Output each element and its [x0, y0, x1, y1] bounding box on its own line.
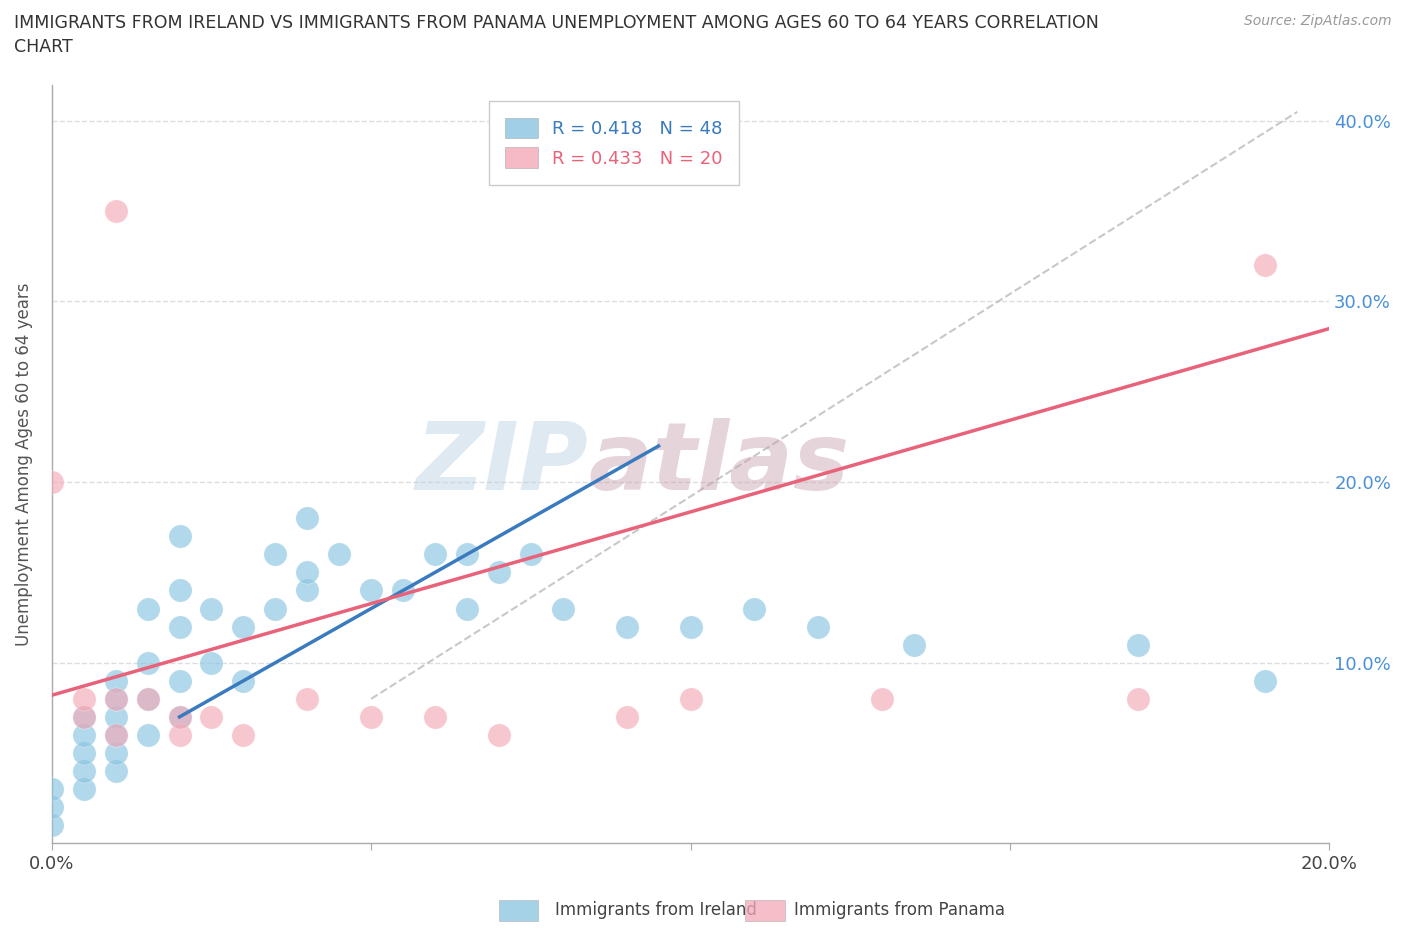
Point	[136, 601, 159, 616]
Point	[104, 746, 127, 761]
Point	[679, 691, 702, 706]
Legend: R = 0.418   N = 48, R = 0.433   N = 20: R = 0.418 N = 48, R = 0.433 N = 20	[489, 101, 738, 184]
Point	[41, 817, 63, 832]
Point	[169, 673, 191, 688]
Point	[169, 727, 191, 742]
Point	[1254, 258, 1277, 272]
Point	[264, 547, 287, 562]
Point	[104, 727, 127, 742]
Point	[232, 727, 254, 742]
Point	[232, 619, 254, 634]
Text: Immigrants from Panama: Immigrants from Panama	[794, 900, 1005, 919]
Point	[41, 800, 63, 815]
Point	[297, 691, 319, 706]
Point	[744, 601, 766, 616]
Point	[200, 710, 222, 724]
Point	[1254, 673, 1277, 688]
Point	[807, 619, 830, 634]
Point	[232, 673, 254, 688]
Point	[41, 474, 63, 489]
Point	[104, 727, 127, 742]
Point	[73, 727, 96, 742]
Point	[456, 547, 478, 562]
Point	[104, 710, 127, 724]
Point	[297, 583, 319, 598]
Point	[136, 727, 159, 742]
Point	[136, 656, 159, 671]
Point	[264, 601, 287, 616]
Point	[679, 619, 702, 634]
Text: atlas: atlas	[588, 418, 849, 510]
Point	[903, 637, 925, 652]
Point	[73, 746, 96, 761]
Point	[456, 601, 478, 616]
Point	[870, 691, 893, 706]
Point	[520, 547, 543, 562]
Point	[360, 710, 382, 724]
Point	[200, 601, 222, 616]
Text: ZIP: ZIP	[415, 418, 588, 510]
Point	[297, 565, 319, 580]
Point	[104, 204, 127, 219]
Text: Source: ZipAtlas.com: Source: ZipAtlas.com	[1244, 14, 1392, 28]
Point	[488, 727, 510, 742]
Point	[616, 619, 638, 634]
Point	[297, 511, 319, 525]
Point	[73, 764, 96, 778]
Point	[104, 673, 127, 688]
Point	[488, 565, 510, 580]
Point	[169, 710, 191, 724]
Point	[169, 583, 191, 598]
Point	[136, 691, 159, 706]
Point	[73, 782, 96, 797]
Point	[169, 619, 191, 634]
Point	[200, 656, 222, 671]
Point	[73, 710, 96, 724]
Point	[1126, 637, 1149, 652]
Point	[169, 529, 191, 544]
Point	[423, 547, 446, 562]
Point	[104, 691, 127, 706]
Point	[73, 710, 96, 724]
Point	[104, 764, 127, 778]
Point	[616, 710, 638, 724]
Point	[104, 691, 127, 706]
Point	[41, 782, 63, 797]
Point	[1126, 691, 1149, 706]
Point	[169, 710, 191, 724]
Text: IMMIGRANTS FROM IRELAND VS IMMIGRANTS FROM PANAMA UNEMPLOYMENT AMONG AGES 60 TO : IMMIGRANTS FROM IRELAND VS IMMIGRANTS FR…	[14, 14, 1099, 56]
Y-axis label: Unemployment Among Ages 60 to 64 years: Unemployment Among Ages 60 to 64 years	[15, 283, 32, 645]
Text: Immigrants from Ireland: Immigrants from Ireland	[555, 900, 758, 919]
Point	[328, 547, 350, 562]
Point	[551, 601, 574, 616]
Point	[360, 583, 382, 598]
Point	[392, 583, 415, 598]
Point	[73, 691, 96, 706]
Point	[423, 710, 446, 724]
Point	[136, 691, 159, 706]
